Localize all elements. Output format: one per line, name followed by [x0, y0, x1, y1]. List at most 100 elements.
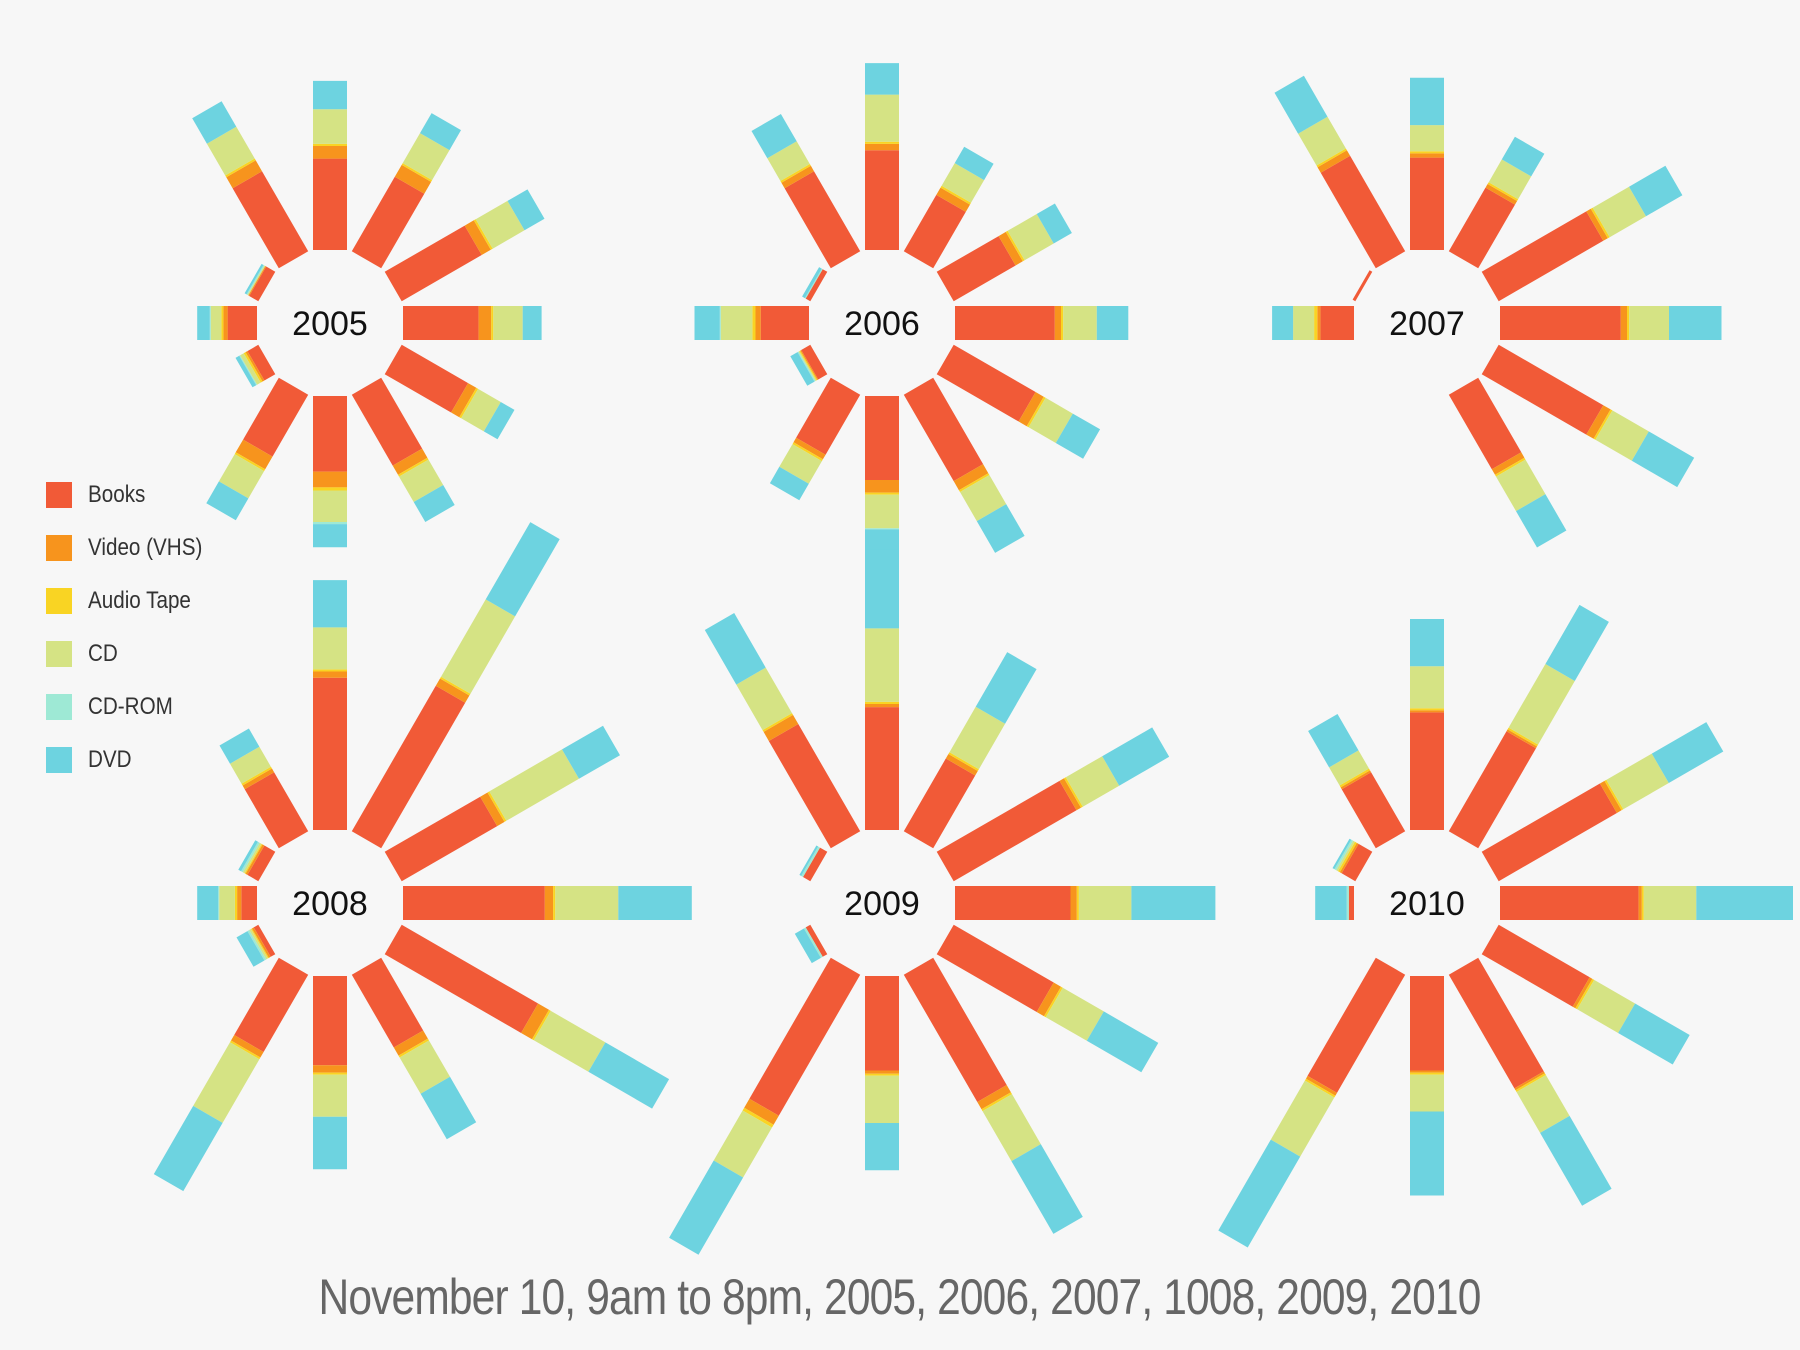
bar-segment-2006-2pm-dvd [976, 504, 1025, 553]
bar-segment-2008-8pm-cd [230, 746, 271, 784]
bar-segment-2006-11am-books [936, 236, 1016, 302]
bar-segment-2008-10am-dvd [485, 522, 560, 617]
bar-segment-2009-9am-dvd [865, 549, 899, 629]
legend-label-cd: CD [88, 639, 118, 667]
bar-segment-2007-8pm-cd [1298, 116, 1346, 166]
bar-segment-2005-10am-dvd [420, 113, 461, 151]
radial-chart-2010: 2010 [1218, 604, 1793, 1248]
bar-segment-2009-8pm-video-vhs [763, 714, 799, 741]
bar-segment-2005-12pm-cd [493, 306, 523, 340]
bar-segment-2009-5pm-books [805, 924, 828, 957]
bar-segment-2008-9am-audio-tape [313, 669, 347, 672]
bar-segment-2008-8pm-books [244, 772, 309, 849]
bar-segment-2010-7pm-video-vhs [1339, 842, 1359, 874]
bar-segment-2008-2pm-audio-tape [398, 1038, 429, 1058]
bar-segment-2005-7pm-books [249, 266, 276, 302]
bar-segment-2006-6pm-cd-rom [719, 306, 721, 340]
bar-segment-2007-11am-video-vhs [1586, 208, 1608, 241]
bar-segment-2010-2pm-dvd [1540, 1115, 1612, 1206]
bar-segment-2006-5pm-cd [798, 351, 817, 381]
bar-segment-2006-8pm-video-vhs [781, 165, 814, 189]
bar-segment-2007-10am-video-vhs [1485, 184, 1518, 205]
bar-segment-2008-6pm-audio-tape [234, 886, 238, 920]
bar-segment-2008-10am-cd [441, 599, 516, 694]
bar-segment-2010-1pm-cd [1577, 979, 1636, 1033]
bar-segment-2006-5pm-video-vhs [800, 350, 819, 380]
radial-chart-2006: 2006 [694, 63, 1129, 561]
bar-segment-2010-9am-books [1410, 712, 1444, 830]
bar-segment-2010-8pm-dvd [1308, 714, 1359, 768]
bar-segment-2008-3pm-cd [313, 1074, 347, 1117]
bar-segment-2010-1pm-dvd [1618, 1003, 1690, 1065]
bar-segment-2006-9am-audio-tape [865, 141, 899, 144]
bar-segment-2008-11am-cd [489, 749, 579, 821]
bar-segment-2008-4pm-dvd [153, 1105, 223, 1192]
bar-segment-2006-12pm-books [955, 306, 1055, 340]
bar-segment-2008-5pm-dvd [236, 931, 265, 967]
bar-segment-2005-9am-dvd [313, 80, 347, 110]
bar-segment-2005-5pm-books [247, 344, 276, 381]
bar-segment-2005-4pm-dvd [206, 481, 249, 521]
bar-segment-2005-3pm-video-vhs [313, 471, 347, 488]
bar-segment-2008-9am-video-vhs [313, 671, 347, 678]
bar-segment-2010-6pm-books [1348, 886, 1354, 920]
bar-segment-2007-9am-dvd [1410, 77, 1444, 126]
bar-segment-2006-7pm-dvd [802, 267, 822, 299]
bar-segment-2006-9am-dvd [865, 63, 899, 95]
radial-chart-2008: 2008 [153, 522, 692, 1192]
bar-segment-2009-2pm-video-vhs [977, 1085, 1011, 1110]
legend-label-video-vhs: Video (VHS) [88, 533, 203, 561]
bar-segment-2009-12pm-dvd [1131, 886, 1216, 920]
bar-segment-2008-7pm-cd-rom [241, 841, 260, 873]
bar-segment-2010-1pm-video-vhs [1572, 977, 1593, 1009]
caption-text: November 10, 9am to 8pm, 2005, 2006, 200… [319, 1269, 1482, 1325]
bar-segment-2010-2pm-video-vhs [1514, 1071, 1545, 1091]
bar-segment-2010-12pm-cd [1643, 886, 1697, 920]
bar-segment-2006-11am-dvd [1036, 203, 1072, 244]
bar-segment-2010-12pm-audio-tape [1641, 886, 1644, 920]
bar-segment-2009-3pm-audio-tape [865, 1073, 899, 1076]
bar-segment-2008-12pm-cd [555, 886, 619, 920]
bar-segment-2006-12pm-video-vhs [1054, 306, 1061, 340]
bar-segment-2009-9am-audio-tape [865, 701, 899, 704]
bar-segment-2005-3pm-cd [313, 490, 347, 522]
bar-segment-2009-2pm-audio-tape [981, 1092, 1012, 1112]
year-label-2006: 2006 [844, 305, 920, 343]
bar-segment-2008-6pm-books [241, 886, 257, 920]
bar-segment-2009-10am-video-vhs [945, 754, 978, 776]
bar-segment-2010-7pm-cd-rom [1334, 839, 1354, 871]
bar-segment-2008-5pm-video-vhs [251, 927, 271, 958]
bar-segment-2008-2pm-video-vhs [393, 1030, 428, 1056]
bar-segment-2006-10am-cd [941, 163, 985, 203]
bar-segment-2007-2pm-cd [1496, 459, 1546, 512]
bar-segment-2010-10am-cd [1508, 664, 1575, 745]
legend-item-video-vhs: Video (VHS) [46, 521, 221, 574]
legend-item-cd: CD [46, 627, 221, 680]
bar-segment-2009-1pm-books [936, 924, 1054, 1012]
bar-segment-2006-9am-books [865, 150, 899, 250]
bar-segment-2008-7pm-video-vhs [245, 844, 265, 875]
bar-segment-2005-11am-dvd [507, 189, 545, 231]
bar-segment-2010-10am-audio-tape [1507, 727, 1539, 747]
bar-segment-2005-2pm-books [351, 377, 423, 466]
legend: Books Video (VHS) Audio Tape CD CD-ROM D… [46, 468, 221, 786]
bar-segment-2008-6pm-dvd [197, 886, 219, 920]
bar-segment-2005-9am-books [313, 158, 347, 250]
bar-segment-2010-1pm-audio-tape [1575, 978, 1595, 1010]
bar-segment-2009-4pm-audio-tape [742, 1107, 774, 1128]
bar-segment-2007-11am-audio-tape [1590, 207, 1610, 239]
bar-segment-2009-3pm-dvd [865, 1123, 899, 1171]
bar-segment-2008-5pm-cd-rom [247, 930, 267, 961]
bar-segment-2010-8pm-books [1341, 772, 1406, 849]
bar-segment-2010-7pm-dvd [1332, 838, 1352, 870]
bar-segment-2008-4pm-audio-tape [230, 1040, 261, 1060]
bar-segment-2008-8pm-dvd [219, 728, 260, 764]
bar-segment-2008-7pm-cd [242, 842, 262, 874]
bar-segment-2006-8pm-cd [767, 141, 810, 181]
bar-segment-2010-10am-dvd [1545, 604, 1609, 681]
bar-segment-2007-10am-books [1448, 187, 1515, 269]
legend-swatch-cd-rom [46, 693, 72, 720]
bar-segment-2007-6pm-books [1320, 306, 1354, 340]
bar-segment-2005-9am-audio-tape [313, 143, 347, 146]
bar-segment-2007-8pm-dvd [1274, 75, 1328, 134]
